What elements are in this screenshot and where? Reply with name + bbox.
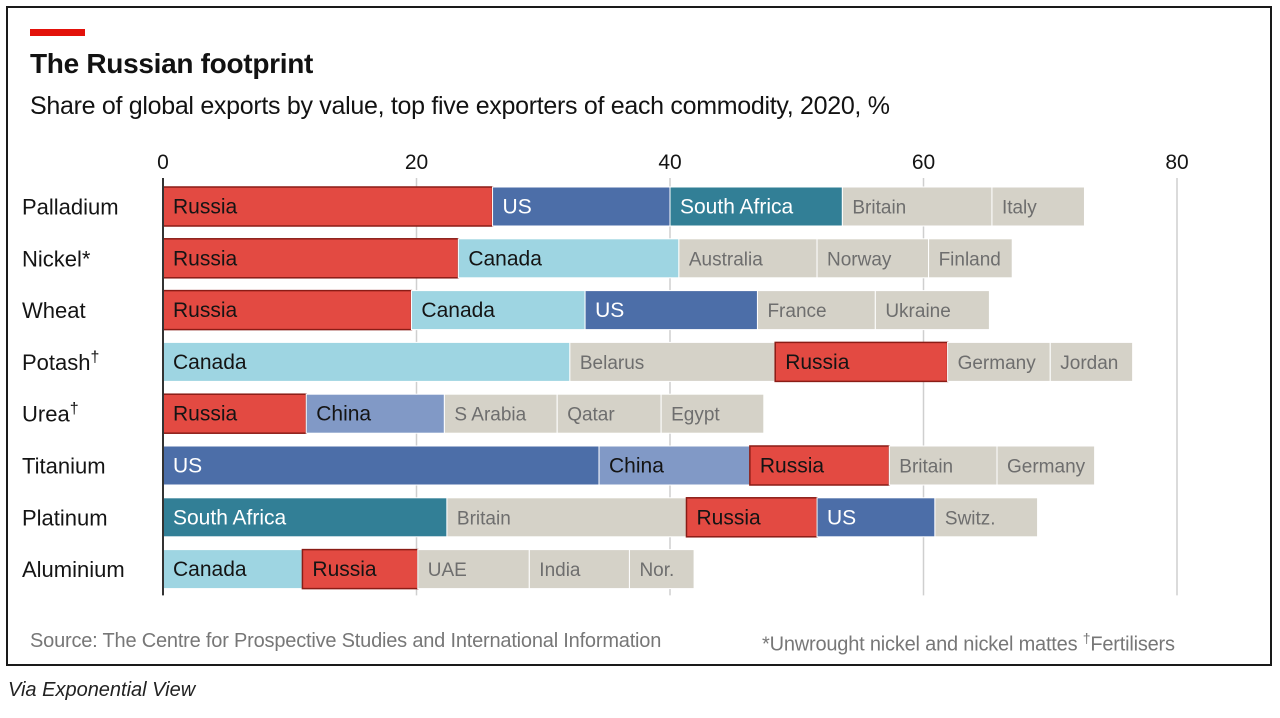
footnote-nickel: *Unwrought nickel and nickel mattes [762,633,1078,656]
x-tick-label: 80 [1165,151,1188,174]
bar-segment [162,497,448,538]
bar-segment [628,549,695,590]
x-tick-label: 0 [157,151,169,174]
bar-segment [446,497,687,538]
category-mark: † [91,349,100,366]
bar-segment [991,186,1085,227]
segment-label: Russia [173,403,238,426]
segment-label: Germany [1007,457,1086,478]
segment-label: Canada [173,558,247,581]
bar-segment [457,238,680,279]
segment-label: China [316,403,371,426]
bar-segment [305,393,445,434]
segment-label: Egypt [671,405,720,426]
bar-segment [874,290,990,331]
category-label: Urea† [22,401,79,427]
segment-label: Russia [173,247,238,270]
segment-label: Russia [312,558,377,581]
bar-segment [816,238,930,279]
bar-segment [678,238,818,279]
source-note: Source: The Centre for Prospective Studi… [30,630,662,652]
segment-label: South Africa [680,196,794,219]
category-label: Aluminium [22,557,125,582]
bar-segment [934,497,1039,538]
x-tick-label: 40 [658,151,681,174]
bar-segment [569,341,776,382]
bar-segment [841,186,993,227]
bar-segment [1049,341,1134,382]
category-label: Potash† [22,349,99,375]
segment-label: Russia [760,455,825,478]
segment-label: South Africa [173,506,287,529]
segment-label: Russia [173,299,238,322]
bar-segment [443,393,558,434]
bar-segment [162,341,571,382]
segment-label: Belarus [580,353,644,374]
accent-bar [30,29,85,36]
segment-label: China [609,455,664,478]
segment-label: US [827,506,856,529]
segment-label: US [173,455,202,478]
segment-label: Russia [696,506,761,529]
bar-segment [162,238,460,279]
bar-segment [162,445,600,486]
footnote-fertilisers: Fertilisers [1090,633,1175,656]
segment-label: Finland [939,249,1001,270]
bar-segment [410,290,586,331]
category-label: Platinum [22,505,108,530]
segment-label: Switz. [945,508,996,529]
segment-label: US [503,196,532,219]
segment-label: US [595,299,624,322]
segment-label: S Arabia [454,405,526,426]
segment-label: Britain [899,457,953,478]
bar-segment [301,548,419,590]
segment-label: Norway [827,249,892,270]
bar-chart: 0 20 40 60 80 Palladium Russia US South Africa Br… [22,151,1189,596]
x-tick-label: 60 [912,151,935,174]
bar-segment [162,549,303,590]
x-tick-label: 20 [405,151,428,174]
footnote-dagger: † [1082,630,1091,646]
bar-segment [928,238,1013,279]
category-label: Wheat [22,298,86,323]
segment-label: Canada [173,351,247,374]
category-mark: * [82,246,91,271]
bar-segment [669,186,843,227]
chart-subtitle: Share of global exports by value, top fi… [30,92,890,120]
segment-label: Canada [468,247,542,270]
segment-label: Nor. [639,560,674,581]
segment-label: Russia [785,351,850,374]
bar-segment [996,445,1096,486]
segment-label: Germany [958,353,1037,374]
category-label: Palladium [22,195,119,220]
bar-segment [598,445,751,486]
bar-segment [660,393,765,434]
segment-label: Russia [173,196,238,219]
segment-label: Qatar [567,405,615,426]
segment-label: UAE [428,560,467,581]
segment-label: Britain [457,508,511,529]
bar-segment [685,497,818,538]
segment-label: Britain [852,198,906,219]
segment-label: Canada [421,299,495,322]
bar-segment [584,290,758,331]
bar-segment [162,289,413,331]
footnote: *Unwrought nickel and nickel mattes †Fer… [762,630,1175,657]
segment-label: Australia [689,249,763,270]
category-label: Titanium [22,454,106,479]
segment-label: Italy [1002,198,1037,219]
bar-segment [417,549,530,590]
chart-frame: The Russian footprint Share of global ex… [6,6,1272,666]
category-label: Nickel* [22,246,91,271]
bar-segment [749,445,891,486]
chart-title: The Russian footprint [30,48,314,79]
segment-label: India [539,560,581,581]
credit-text: Via Exponential View [8,679,196,701]
category-mark: † [70,401,79,418]
segment-label: France [767,301,826,322]
bar-segment [888,445,998,486]
segment-label: Jordan [1060,353,1118,374]
segment-label: Ukraine [885,301,950,322]
